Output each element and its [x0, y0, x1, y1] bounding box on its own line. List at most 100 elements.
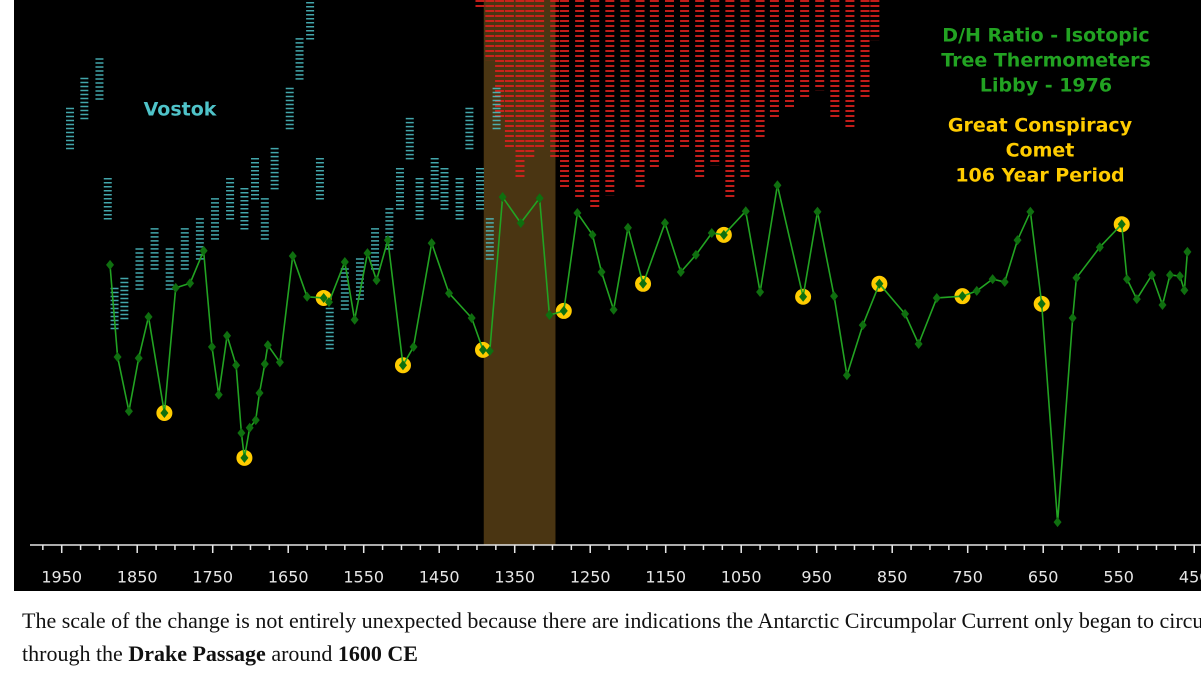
series-label: Great Conspiracy	[948, 115, 1133, 137]
data-marker	[559, 305, 568, 316]
data-marker	[350, 314, 359, 325]
data-marker	[260, 359, 269, 370]
data-marker	[1095, 242, 1104, 253]
data-marker	[319, 292, 328, 303]
data-marker	[1072, 272, 1081, 283]
data-marker	[1158, 300, 1167, 311]
data-marker	[303, 291, 312, 302]
bold-text: 1600 CE	[337, 641, 418, 666]
data-marker	[199, 245, 208, 256]
data-marker	[830, 291, 839, 302]
data-marker	[535, 193, 544, 204]
data-marker	[901, 308, 910, 319]
chart: D/H Ratio - Isotopic Tree Thermometers Lib…	[14, 0, 1201, 591]
text: around	[265, 641, 338, 666]
data-marker	[1132, 294, 1141, 305]
data-marker	[1013, 235, 1022, 246]
x-tick-label: 950	[801, 568, 832, 587]
data-marker	[597, 266, 606, 277]
data-marker	[958, 291, 967, 302]
data-marker	[588, 229, 597, 240]
data-marker	[237, 428, 246, 439]
data-marker	[858, 320, 867, 331]
series-label: Libby - 1976	[980, 75, 1112, 97]
data-marker	[251, 415, 260, 426]
data-marker	[240, 452, 249, 463]
data-marker	[914, 338, 923, 349]
data-marker	[445, 288, 454, 299]
data-marker	[288, 251, 297, 262]
data-marker	[1123, 274, 1132, 285]
data-marker	[932, 292, 941, 303]
x-tick-label: 1250	[570, 568, 611, 587]
x-tick-label: 1450	[419, 568, 460, 587]
series-label: Tree Thermometers	[941, 50, 1151, 72]
plot-background	[14, 0, 1201, 591]
data-marker	[467, 313, 476, 324]
data-marker	[340, 256, 349, 267]
data-marker	[324, 297, 333, 308]
x-tick-label: 1150	[645, 568, 686, 587]
data-marker	[1000, 277, 1009, 288]
data-marker	[113, 351, 122, 362]
data-marker	[144, 311, 153, 322]
data-marker	[972, 285, 981, 296]
data-marker	[1175, 271, 1184, 282]
x-tick-label: 1550	[343, 568, 384, 587]
data-marker	[660, 218, 669, 229]
data-marker	[498, 192, 507, 203]
series-label: D/H Ratio - Isotopic	[942, 25, 1149, 47]
data-marker	[988, 274, 997, 285]
data-marker	[398, 360, 407, 371]
data-marker	[409, 341, 418, 352]
data-marker	[609, 304, 618, 315]
data-marker	[363, 248, 372, 259]
data-marker	[214, 389, 223, 400]
data-marker	[639, 278, 648, 289]
data-marker	[799, 291, 808, 302]
x-tick-label: 1050	[721, 568, 762, 587]
data-marker	[545, 310, 554, 321]
x-tick-label: 650	[1028, 568, 1059, 587]
data-marker	[1053, 517, 1062, 528]
data-marker	[1147, 269, 1156, 280]
text: The scale of the change is not entirely …	[22, 608, 1201, 666]
data-marker	[275, 357, 284, 368]
data-marker	[485, 346, 494, 357]
series-label: Vostok	[144, 99, 217, 121]
data-marker	[623, 222, 632, 233]
x-tick-label: 1750	[192, 568, 233, 587]
data-marker	[1180, 285, 1189, 296]
x-tick-label: 850	[877, 568, 908, 587]
data-marker	[573, 207, 582, 218]
series-label: Comet	[1006, 140, 1075, 162]
data-marker	[223, 330, 232, 341]
data-marker	[186, 278, 195, 289]
data-marker	[171, 282, 180, 293]
data-marker	[124, 406, 133, 417]
data-marker	[245, 422, 254, 433]
x-tick-label: 1350	[494, 568, 535, 587]
data-marker	[719, 229, 728, 240]
x-tick-label: 1950	[41, 568, 82, 587]
data-marker	[1068, 313, 1077, 324]
data-marker	[691, 249, 700, 260]
data-marker	[813, 206, 822, 217]
x-tick-label: 1850	[117, 568, 158, 587]
data-marker	[842, 370, 851, 381]
data-marker	[1117, 219, 1126, 230]
data-marker	[427, 238, 436, 249]
data-marker	[106, 259, 115, 270]
data-marker	[372, 275, 381, 286]
data-marker	[1026, 206, 1035, 217]
data-marker	[160, 408, 169, 418]
data-marker	[1183, 246, 1192, 257]
data-marker	[383, 235, 392, 246]
x-tick-label: 450	[1179, 568, 1201, 587]
data-marker	[1166, 269, 1175, 280]
data-marker	[516, 218, 525, 229]
paragraph: The scale of the change is not entirely …	[22, 604, 1201, 670]
data-marker	[741, 206, 750, 217]
data-marker	[255, 387, 264, 398]
